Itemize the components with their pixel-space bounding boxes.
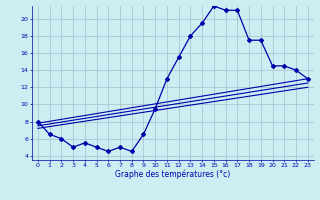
X-axis label: Graphe des températures (°c): Graphe des températures (°c) (115, 170, 230, 179)
